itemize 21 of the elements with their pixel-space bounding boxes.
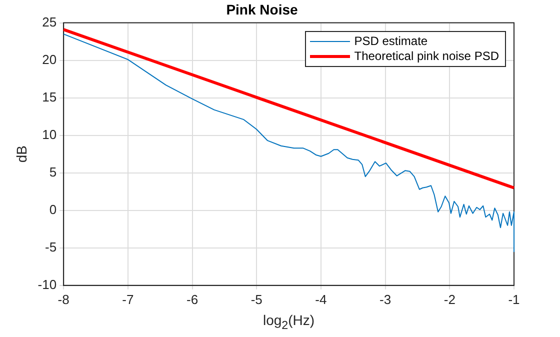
x-tick-label: -4 <box>315 292 327 307</box>
x-tick-label: -6 <box>186 292 198 307</box>
chart-title: Pink Noise <box>226 1 298 18</box>
y-tick-label: -5 <box>45 239 57 254</box>
legend-label: PSD estimate <box>354 34 428 48</box>
x-tick-label: -7 <box>122 292 134 307</box>
x-axis-title: log$_{2}$(Hz) <box>262 312 316 332</box>
x-tick-label: -2 <box>444 292 456 307</box>
y-tick-label: 5 <box>49 164 57 180</box>
y-tick-label: 15 <box>42 89 57 104</box>
x-tick-label: -3 <box>380 292 392 307</box>
y-tick-label: 20 <box>42 52 57 67</box>
x-tick-label: -5 <box>250 292 262 307</box>
y-tick-label: -10 <box>38 276 57 292</box>
y-tick-label: 0 <box>49 202 57 217</box>
x-tick-label: -1 <box>508 292 520 307</box>
y-axis-title: dB <box>13 146 30 163</box>
y-tick-label: 10 <box>42 126 57 142</box>
x-tick-label: -8 <box>58 292 70 307</box>
y-tick-label: 25 <box>42 14 57 30</box>
legend-label: Theoretical pink noise PSD <box>354 49 499 64</box>
